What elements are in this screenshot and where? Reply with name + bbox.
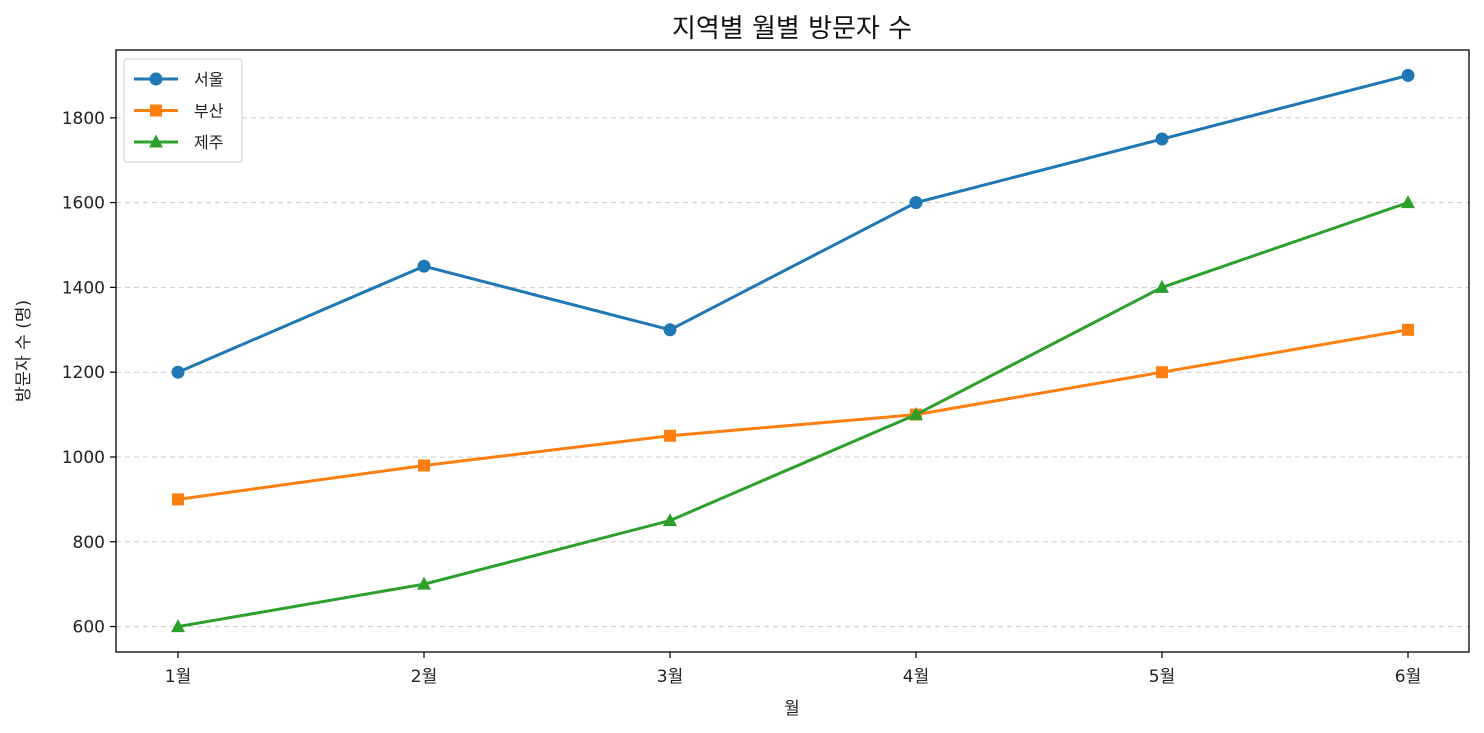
data-point	[663, 513, 677, 527]
data-point	[1155, 132, 1169, 146]
y-tick-label: 1000	[62, 448, 105, 468]
data-point	[1401, 68, 1415, 82]
legend-label: 제주	[194, 133, 223, 152]
y-axis-label: 방문자 수 (명)	[14, 300, 34, 402]
series-1	[171, 68, 1415, 379]
series-line	[177, 73, 1409, 374]
gridlines	[116, 117, 1469, 628]
x-tick-label: 1월	[165, 667, 191, 687]
legend-marker	[150, 104, 162, 117]
data-point	[417, 259, 431, 273]
y-tick-label: 800	[73, 533, 105, 553]
y-tick-label: 1800	[62, 109, 105, 129]
data-point	[1402, 323, 1414, 336]
x-tick-label: 3월	[657, 667, 683, 687]
legend-marker	[149, 72, 163, 86]
y-tick-label: 600	[73, 618, 105, 638]
legend-item: 서울	[134, 70, 223, 89]
x-axis-label: 월	[784, 699, 800, 719]
series-3	[171, 195, 1415, 633]
legend-item: 부산	[134, 102, 224, 121]
chart-title: 지역별 월별 방문자 수	[672, 14, 912, 44]
data-point	[417, 576, 431, 590]
data-point	[418, 459, 430, 472]
data-point	[663, 323, 677, 337]
legend-label: 부산	[194, 102, 224, 121]
data-point	[1155, 279, 1169, 293]
legend-marker	[149, 134, 163, 148]
data-point	[909, 407, 923, 421]
y-tick-label: 1600	[62, 194, 105, 214]
series-line	[177, 201, 1409, 629]
x-tick-label: 6월	[1395, 667, 1421, 687]
series-2	[172, 323, 1414, 506]
y-tick-label: 1200	[62, 363, 105, 383]
data-point	[172, 493, 184, 506]
y-axis-ticks: 600 800 1000 1200 1400 1600 1800	[62, 109, 116, 638]
data-point	[1156, 366, 1168, 379]
x-tick-label: 4월	[903, 667, 929, 687]
data-point	[171, 619, 185, 633]
legend-item: 제주	[134, 133, 223, 152]
x-tick-label: 5월	[1149, 667, 1175, 687]
data-point	[1401, 195, 1415, 209]
data-point	[909, 196, 923, 210]
x-axis-ticks: 1월 2월 3월 4월 5월 6월	[165, 652, 1421, 687]
legend-label: 서울	[194, 70, 223, 89]
series-lines	[171, 68, 1415, 633]
y-tick-label: 1400	[62, 278, 105, 298]
x-tick-label: 2월	[411, 667, 437, 687]
data-point	[171, 365, 185, 379]
plot-frame	[115, 49, 1470, 653]
data-point	[664, 429, 676, 442]
series-line	[177, 328, 1409, 501]
